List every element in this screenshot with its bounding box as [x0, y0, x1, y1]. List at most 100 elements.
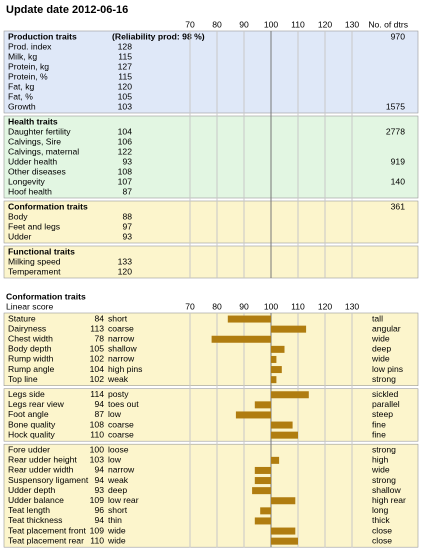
low-label: posty [108, 389, 129, 399]
axis-tick-label: 120 [318, 19, 333, 29]
high-label: thick [372, 515, 390, 525]
low-label: weak [107, 374, 129, 384]
low-label: wide [107, 535, 126, 545]
bar [254, 466, 271, 474]
trait-label: Udder depth [8, 485, 56, 495]
low-label: deep [108, 485, 127, 495]
bar [211, 335, 271, 343]
bar [254, 401, 271, 409]
axis-tick-label: 130 [345, 19, 360, 29]
trait-value: 93 [122, 156, 132, 166]
high-label: long [372, 505, 388, 515]
high-label: high [372, 455, 388, 465]
axis-tick-label: 80 [212, 19, 222, 29]
high-label: low pins [372, 364, 403, 374]
trait-label: Foot angle [8, 409, 49, 419]
trait-label: Body depth [8, 344, 52, 354]
trait-value: 103 [90, 455, 105, 465]
trait-value: 94 [94, 399, 104, 409]
trait-label: Teat thickness [8, 515, 62, 525]
linear-title: Conformation traits [6, 291, 86, 301]
trait-label: Legs rear view [8, 399, 65, 409]
trait-value: 96 [94, 505, 104, 515]
trait-label: Calvings, maternal [8, 146, 79, 156]
trait-value: 110 [90, 429, 104, 439]
section-bg [3, 115, 419, 199]
high-label: high rear [372, 495, 406, 505]
dtrs-header: No. of dtrs [368, 19, 408, 29]
bar [271, 421, 293, 429]
trait-label: Longevity [8, 176, 45, 186]
trait-value: 104 [90, 364, 105, 374]
bar [260, 507, 271, 515]
axis-tick-label: 100 [264, 301, 279, 311]
dtrs: 1575 [386, 101, 405, 111]
trait-value: 120 [118, 81, 133, 91]
trait-label: Fat, % [8, 91, 33, 101]
high-label: close [372, 525, 392, 535]
trait-label: Temperament [8, 266, 61, 276]
trait-label: Suspensory ligament [8, 475, 89, 485]
bar [271, 325, 307, 333]
high-label: steep [372, 409, 393, 419]
section-title: Production traits [8, 31, 77, 41]
high-label: wide [371, 354, 390, 364]
trait-label: Teat placement front [8, 525, 86, 535]
low-label: weak [107, 475, 129, 485]
axis-tick-label: 70 [185, 301, 195, 311]
trait-label: Protein, kg [8, 61, 49, 71]
axis-tick-label: 80 [212, 301, 222, 311]
axis-tick-label: 90 [239, 301, 249, 311]
trait-label: Body [8, 211, 28, 221]
bar [271, 345, 285, 353]
low-label: low [108, 455, 122, 465]
section-title: Functional traits [8, 246, 75, 256]
axis-tick-label: 90 [239, 19, 249, 29]
trait-value: 93 [122, 231, 132, 241]
trait-label: Top line [8, 374, 38, 384]
trait-label: Fat, kg [8, 81, 34, 91]
trait-value: 102 [90, 374, 105, 384]
high-label: close [372, 535, 392, 545]
high-label: fine [372, 429, 386, 439]
dtrs: 919 [391, 156, 406, 166]
trait-value: 93 [94, 485, 104, 495]
bar [254, 477, 271, 485]
dtrs: 2778 [386, 126, 405, 136]
low-label: wide [107, 525, 126, 535]
trait-value: 110 [90, 535, 104, 545]
trait-label: Legs side [8, 389, 45, 399]
trait-value: 105 [118, 91, 133, 101]
trait-value: 103 [118, 101, 133, 111]
low-label: loose [108, 445, 129, 455]
bar [271, 391, 309, 399]
bar [271, 527, 296, 535]
trait-label: Daughter fertility [8, 126, 71, 136]
section-note: (Reliability prod: 98 %) [112, 31, 205, 41]
trait-label: Other diseases [8, 166, 66, 176]
low-label: narrow [108, 354, 135, 364]
trait-value: 107 [118, 176, 133, 186]
low-label: short [108, 313, 128, 323]
high-label: wide [371, 334, 390, 344]
trait-value: 94 [94, 475, 104, 485]
trait-value: 115 [118, 51, 132, 61]
trait-label: Bone quality [8, 419, 56, 429]
bar [271, 537, 298, 545]
high-label: parallel [372, 399, 400, 409]
trait-value: 106 [118, 136, 133, 146]
trait-value: 109 [90, 525, 105, 535]
trait-label: Udder balance [8, 495, 64, 505]
trait-label: Udder health [8, 156, 57, 166]
trait-value: 97 [122, 221, 132, 231]
trait-value: 113 [90, 323, 104, 333]
trait-label: Chest width [8, 334, 53, 344]
trait-value: 133 [118, 256, 133, 266]
trait-value: 122 [118, 146, 133, 156]
trait-label: Rump angle [8, 364, 55, 374]
trait-value: 109 [90, 495, 105, 505]
trait-label: Feet and legs [8, 221, 60, 231]
trait-value: 87 [94, 409, 104, 419]
dtrs: 361 [391, 201, 406, 211]
